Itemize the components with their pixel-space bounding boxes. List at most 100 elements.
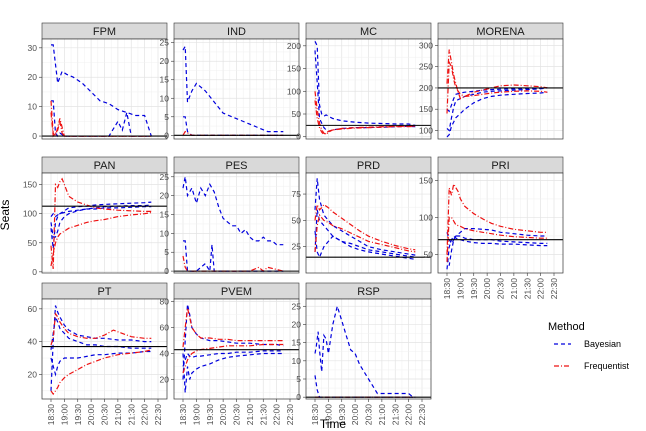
panel-border xyxy=(305,172,432,274)
series-line-frequentist xyxy=(446,182,548,255)
series-line-bayesian xyxy=(446,91,548,138)
series-group xyxy=(50,305,152,396)
series-line-bayesian xyxy=(314,41,416,126)
series-line-frequentist xyxy=(182,307,284,348)
y-tick-label: 100 xyxy=(419,125,433,135)
series-line-bayesian xyxy=(50,305,152,391)
series-line-bayesian xyxy=(446,235,548,270)
y-tick-label: 75 xyxy=(292,189,302,199)
x-tick-label: 22:00 xyxy=(536,278,546,300)
x-tick-label: 19:00 xyxy=(191,404,201,426)
x-tick-label: 21:30 xyxy=(522,278,532,300)
panel-title: PES xyxy=(225,160,247,172)
legend: Method Bayesian Frequentist xyxy=(548,321,630,371)
x-tick-label: 22:00 xyxy=(140,404,150,426)
panel-prd: PRD 25 50 75 xyxy=(292,156,432,274)
panel-title: RSP xyxy=(357,286,380,298)
y-tick-label: 20 xyxy=(160,191,170,201)
panel-title: PRD xyxy=(357,160,380,172)
panel-title: PVEM xyxy=(221,286,252,298)
x-tick-label: 22:30 xyxy=(285,404,295,426)
series-line-frequentist xyxy=(50,349,152,396)
x-tick-label: 21:00 xyxy=(245,404,255,426)
series-line-bayesian xyxy=(314,304,416,398)
x-tick-label: 19:00 xyxy=(455,278,465,300)
panel-ind: IND 0 5 10 15 20 25 xyxy=(160,22,300,140)
y-tick-label: 15 xyxy=(292,338,302,348)
panel-title: PAN xyxy=(94,160,116,172)
x-tick-label: 22:30 xyxy=(417,404,427,426)
series-line-bayesian xyxy=(446,228,548,266)
x-tick-label: 19:30 xyxy=(469,278,479,300)
series-group xyxy=(182,304,284,393)
y-tick-label: 25 xyxy=(160,172,170,182)
series-line-bayesian xyxy=(446,87,548,132)
panel-fpm: FPM 0 10 20 30 xyxy=(28,22,168,141)
series-line-bayesian xyxy=(314,178,416,256)
y-tick-label: 5 xyxy=(164,247,169,257)
x-tick-label: 18:30 xyxy=(46,404,56,426)
y-tick-label: 20 xyxy=(160,56,170,66)
y-tick-label: 15 xyxy=(160,75,170,85)
y-tick-label: 150 xyxy=(419,175,433,185)
y-tick-label: 150 xyxy=(23,180,37,190)
series-line-frequentist xyxy=(182,343,284,374)
series-group xyxy=(314,178,416,260)
x-tick-label: 19:30 xyxy=(205,404,215,426)
y-tick-label: 200 xyxy=(287,41,301,51)
x-tick-label: 20:00 xyxy=(350,404,360,426)
panel-title: PT xyxy=(97,286,111,298)
y-tick-label: 10 xyxy=(160,93,170,103)
panel-border xyxy=(305,38,432,140)
series-group xyxy=(446,49,548,138)
y-tick-label: 150 xyxy=(419,104,433,114)
x-tick-label: 19:00 xyxy=(59,404,69,426)
legend-title: Method xyxy=(548,321,585,333)
series-line-bayesian xyxy=(182,44,284,133)
y-tick-label: 40 xyxy=(160,349,170,359)
x-tick-label: 18:30 xyxy=(310,404,320,426)
y-tick-label: 100 xyxy=(23,209,37,219)
x-tick-label: 22:00 xyxy=(272,404,282,426)
series-line-frequentist xyxy=(314,100,416,136)
y-tick-label: 60 xyxy=(160,323,170,333)
y-tick-label: 200 xyxy=(419,83,433,93)
legend-label-frequentist: Frequentist xyxy=(584,361,630,371)
series-line-frequentist xyxy=(50,177,152,269)
y-tick-label: 20 xyxy=(28,72,38,82)
y-tick-label: 10 xyxy=(292,356,302,366)
y-tick-label: 50 xyxy=(424,249,434,259)
y-tick-label: 60 xyxy=(28,304,38,314)
x-tick-label: 21:00 xyxy=(113,404,123,426)
x-tick-label: 20:00 xyxy=(482,278,492,300)
series-line-bayesian xyxy=(182,350,284,367)
panel-title: PRI xyxy=(491,160,509,172)
series-line-bayesian xyxy=(51,44,152,137)
x-tick-label: 19:00 xyxy=(323,404,333,426)
x-tick-label: 22:30 xyxy=(153,404,163,426)
y-tick-label: 50 xyxy=(292,109,302,119)
y-tick-label: 5 xyxy=(296,374,301,384)
panel-title: FPM xyxy=(93,26,116,38)
y-tick-label: 80 xyxy=(160,297,170,307)
panel-title: MORENA xyxy=(476,26,525,38)
x-tick-label: 22:00 xyxy=(404,404,414,426)
y-tick-label: 25 xyxy=(292,242,302,252)
y-tick-label: 25 xyxy=(292,301,302,311)
panel-mc: MC 0 50 100 150 200 xyxy=(287,22,432,142)
y-tick-label: 0 xyxy=(164,130,169,140)
x-tick-label: 20:00 xyxy=(86,404,96,426)
y-tick-label: 10 xyxy=(28,102,38,112)
panel-border xyxy=(437,38,564,140)
series-line-frequentist xyxy=(446,216,548,262)
panel-border xyxy=(173,172,300,274)
y-tick-label: 20 xyxy=(160,375,170,385)
series-line-frequentist xyxy=(50,211,152,267)
x-tick-label: 21:30 xyxy=(390,404,400,426)
series-line-frequentist xyxy=(50,312,152,346)
x-tick-label: 19:30 xyxy=(337,404,347,426)
series-group xyxy=(446,182,548,270)
